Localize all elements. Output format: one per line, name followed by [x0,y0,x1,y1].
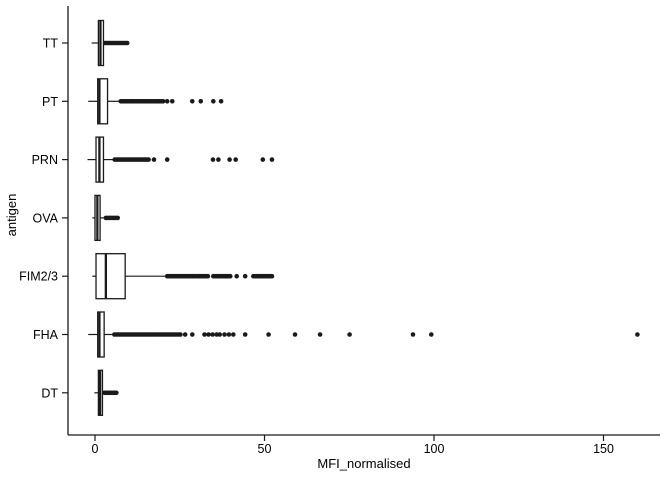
outlier-dot [218,99,224,104]
outlier-dot [269,157,275,162]
outlier-dot [198,99,204,104]
outlier-dot [115,215,121,221]
outlier-dot [317,332,323,337]
outlier-dot [206,332,211,337]
outlier-dot [222,332,227,337]
outlier-dot [182,332,188,337]
y-axis-title: antigen [4,194,19,237]
outlier-dot [410,332,416,337]
outlier-dot [266,332,271,337]
y-category-label: FHA [33,328,59,342]
x-tick-label: 50 [258,442,272,456]
outlier-dot [233,157,238,162]
x-tick-label: 0 [92,442,99,456]
y-category-label: OVA [33,211,59,225]
outlier-dot [216,157,221,162]
outlier-dot [202,332,207,337]
outlier-dot [164,99,170,104]
outlier-dot [189,332,195,337]
outlier-dot [164,157,170,162]
outlier-dot [178,332,183,337]
boxplot-box [97,311,105,358]
y-category-label: TT [43,37,59,51]
outlier-dot [217,332,223,337]
outlier-dot [242,332,248,337]
outlier-dot [227,157,232,162]
outlier-dot [151,157,157,162]
outlier-dot [269,273,275,279]
outlier-dot [160,99,166,104]
outlier-dot [169,99,175,104]
boxplot-box [97,78,109,125]
outlier-dot [260,157,266,162]
outlier-dot [124,40,130,46]
outlier-dot [211,99,216,104]
outlier-dot [347,332,352,337]
y-category-label: DT [41,386,58,400]
outlier-dot [189,99,195,104]
outlier-dot [635,332,640,337]
y-category-label: PRN [32,153,58,167]
y-category-label: FIM2/3 [19,270,58,284]
outlier-dot [114,390,119,396]
boxplot-box [95,253,126,300]
outlier-dot [242,273,248,279]
outlier-dot [205,273,211,279]
x-tick-label: 150 [593,442,614,456]
x-tick-label: 100 [424,442,445,456]
outlier-dot [210,157,216,162]
outlier-dot [231,332,236,337]
outlier-dot [234,273,240,279]
outlier-dot [227,273,233,279]
y-category-label: PT [42,95,58,109]
outlier-dot [428,332,434,337]
outlier-dot [292,332,298,337]
outlier-dot [226,332,232,337]
outlier-dot [146,157,151,162]
x-axis-title: MFI_normalised [317,456,410,471]
outlier-dot [210,332,215,337]
